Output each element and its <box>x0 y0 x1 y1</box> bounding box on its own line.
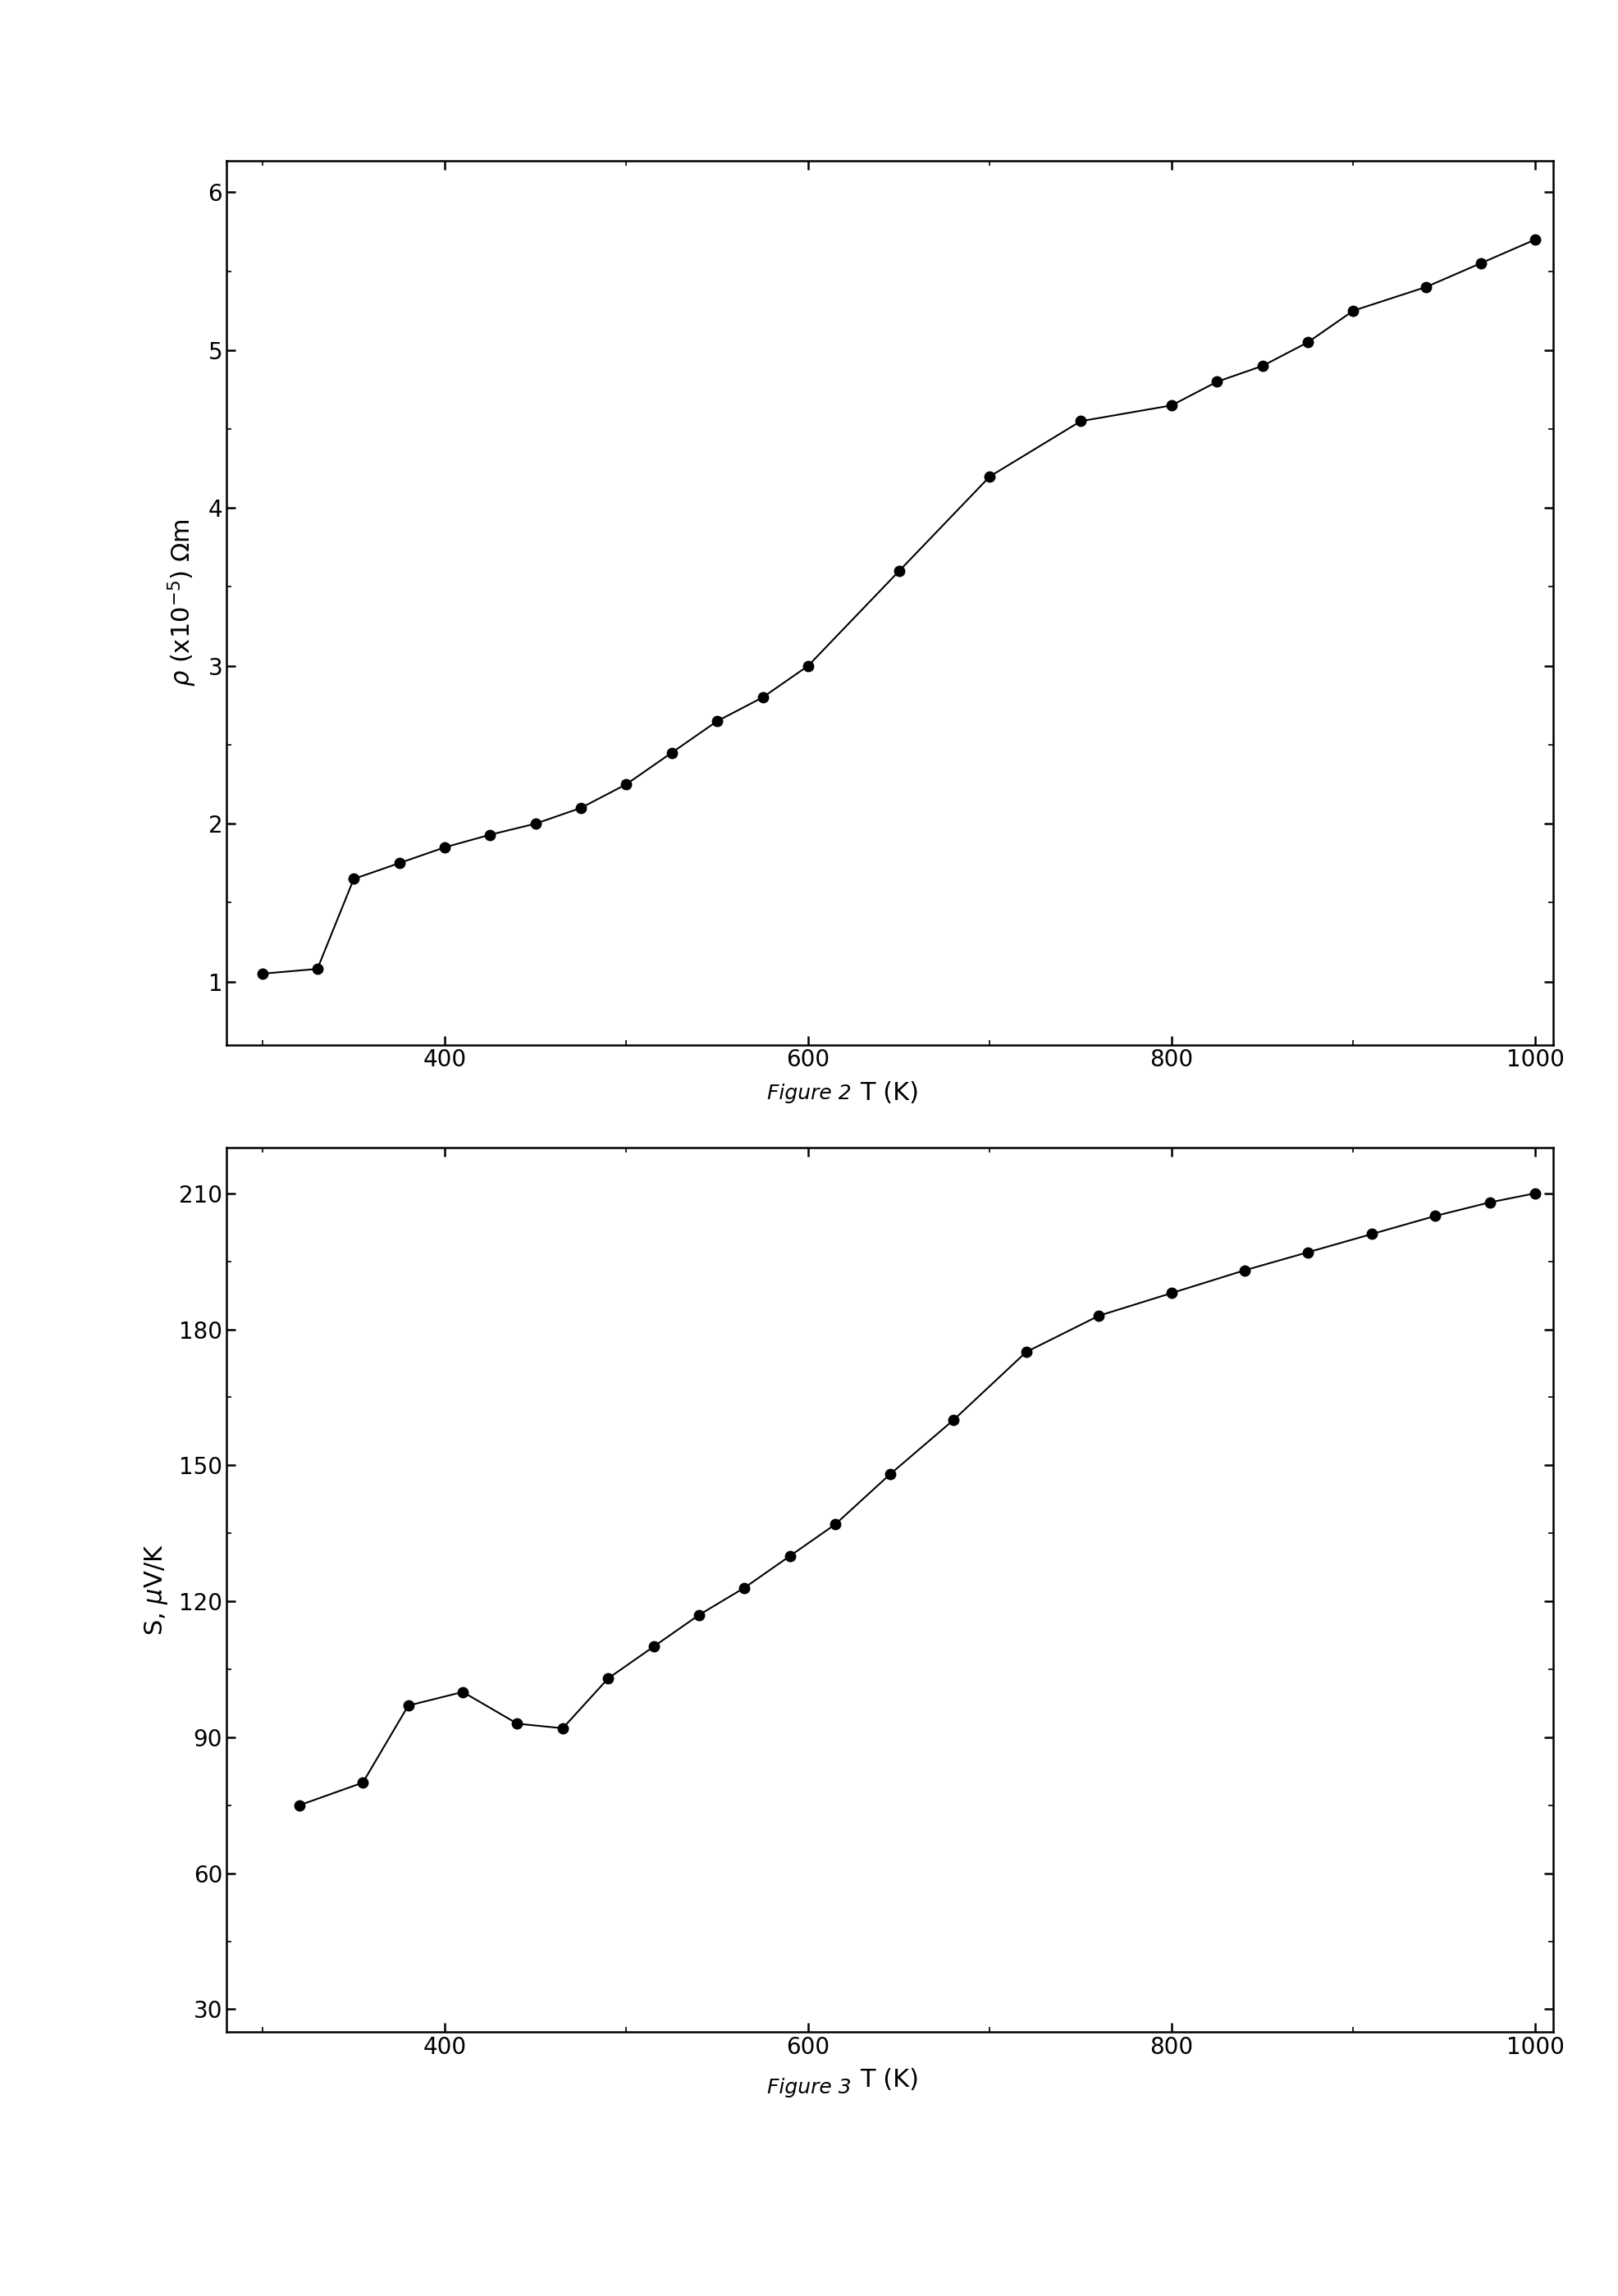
X-axis label: T (K): T (K) <box>861 2069 919 2092</box>
Text: Figure 2: Figure 2 <box>767 1084 851 1104</box>
Text: Figure 3: Figure 3 <box>767 2078 851 2099</box>
X-axis label: T (K): T (K) <box>861 1081 919 1104</box>
Y-axis label: $\rho$ (x10$^{-5}$) $\Omega$m: $\rho$ (x10$^{-5}$) $\Omega$m <box>167 519 199 687</box>
Y-axis label: S, $\mu$V/K: S, $\mu$V/K <box>142 1545 170 1635</box>
